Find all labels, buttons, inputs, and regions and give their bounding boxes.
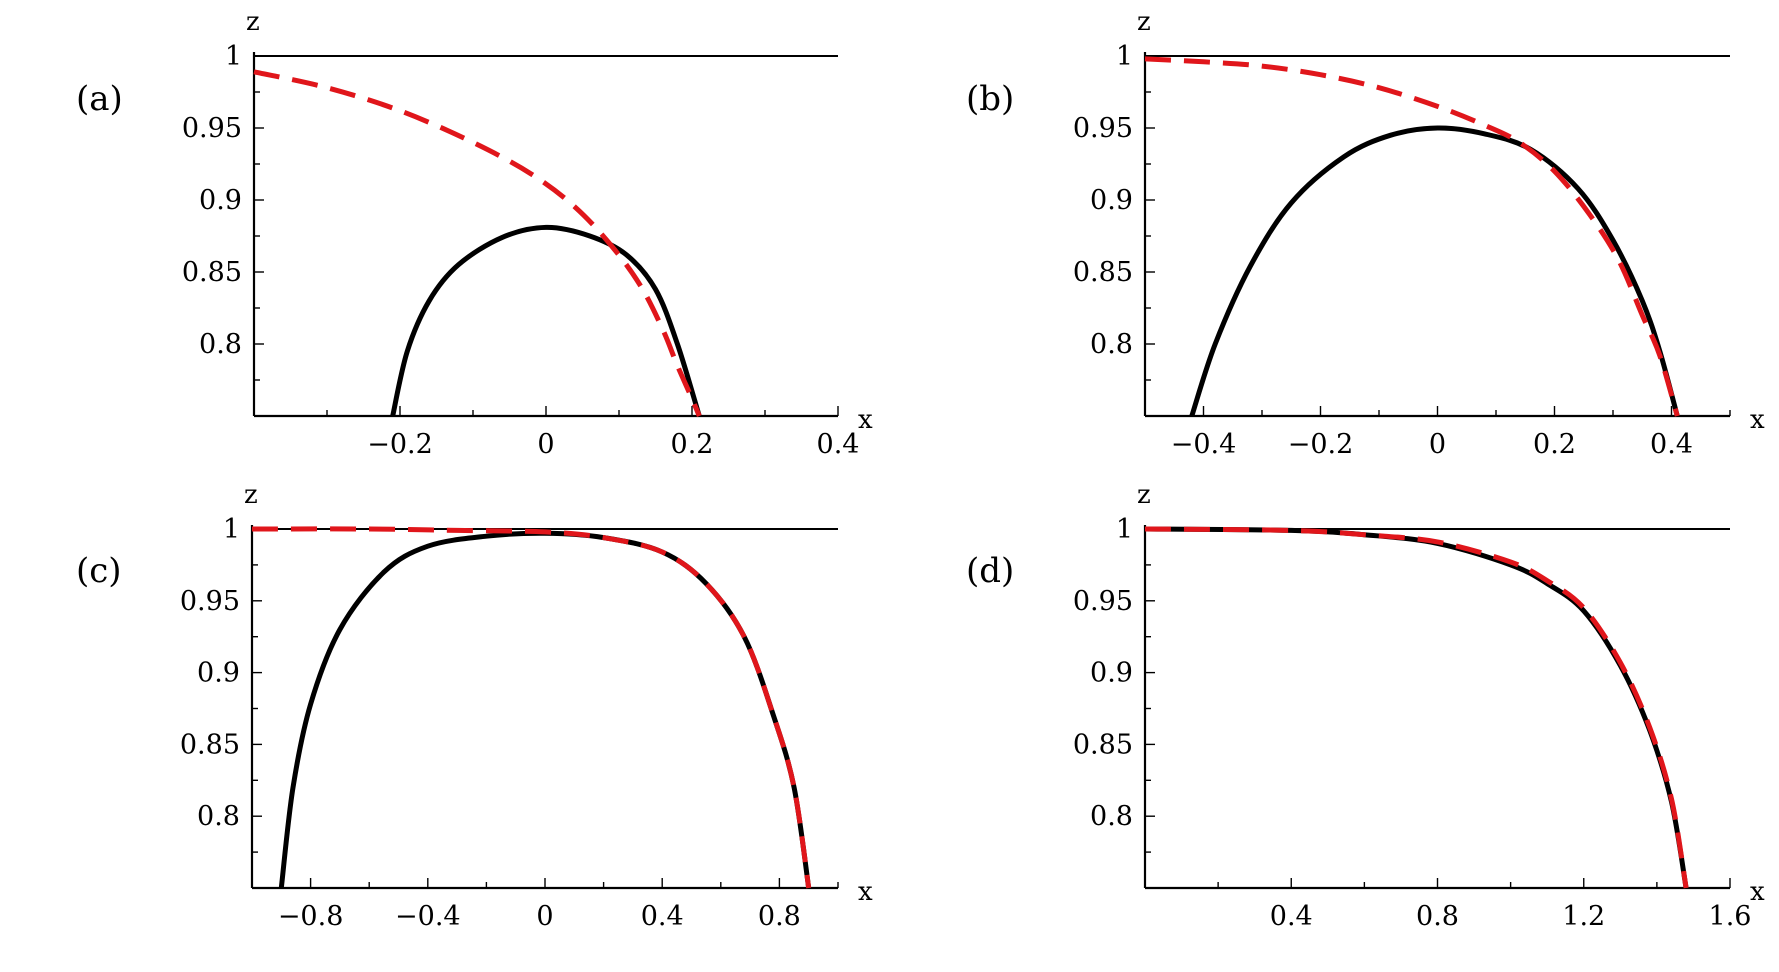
dashed-red-curve	[1144, 526, 1689, 889]
y-tick-label: 0.95	[182, 113, 242, 144]
x-tick-label: 0.8	[758, 901, 801, 932]
y-tick-label: 0.9	[1090, 658, 1133, 689]
y-tick-label: 1	[223, 514, 240, 545]
y-tick-label: 0.95	[1073, 113, 1133, 144]
panel-label: (a)	[76, 79, 123, 119]
z-axis-label: z	[1137, 7, 1151, 37]
y-tick-label: 0.8	[1090, 329, 1133, 360]
x-axis-label: x	[1750, 877, 1765, 907]
chart-panel-1: −0.2 0 0.2 0.4 0.8 0.85 0.9 0.95 1 x z (a)	[76, 7, 873, 460]
solid-black-curve	[278, 530, 812, 889]
y-tick-label: 1	[225, 41, 242, 72]
y-tick-label: 0.85	[1073, 729, 1133, 760]
chart-panel-4: 0.4 0.8 1.2 1.6 0.8 0.85 0.9 0.95 1 x z (d)	[966, 480, 1765, 932]
y-tick-label: 0.95	[1073, 586, 1133, 617]
x-tick-label: 0	[537, 429, 554, 460]
x-tick-label: 0.4	[1650, 429, 1693, 460]
x-axis-label: x	[1750, 405, 1765, 435]
x-tick-label: 0.8	[1416, 901, 1459, 932]
y-tick-label: 0.8	[199, 329, 242, 360]
y-tick-label: 1	[1116, 514, 1133, 545]
solid-black-curve	[1144, 526, 1689, 889]
y-tick-label: 0.85	[180, 729, 240, 760]
x-axis-label: x	[858, 405, 873, 435]
y-tick-label: 0.9	[1090, 185, 1133, 216]
panel-label: (c)	[76, 551, 122, 591]
x-tick-label: −0.8	[278, 901, 344, 932]
z-axis-label: z	[244, 480, 258, 510]
solid-black-curve	[1189, 125, 1680, 417]
x-tick-label: −0.4	[1171, 429, 1237, 460]
x-tick-label: 0.4	[817, 429, 860, 460]
y-tick-label: 1	[1116, 41, 1133, 72]
y-tick-label: 0.85	[182, 257, 242, 288]
panel-label: (d)	[966, 551, 1014, 591]
y-tick-label: 0.8	[197, 801, 240, 832]
z-axis-label: z	[1137, 480, 1151, 510]
y-tick-label: 0.9	[199, 185, 242, 216]
x-tick-label: 1.6	[1709, 901, 1752, 932]
y-tick-label: 0.85	[1073, 257, 1133, 288]
x-tick-label: −0.2	[1288, 429, 1354, 460]
x-tick-label: 0	[536, 901, 553, 932]
dashed-red-curve	[1144, 56, 1680, 417]
x-tick-label: 0	[1429, 429, 1446, 460]
panel-label: (b)	[966, 79, 1014, 119]
x-tick-label: −0.4	[395, 901, 461, 932]
dashed-red-curve	[253, 69, 702, 417]
x-tick-label: −0.2	[367, 429, 433, 460]
y-tick-label: 0.95	[180, 586, 240, 617]
x-tick-label: 0.4	[1270, 901, 1313, 932]
chart-panel-3: −0.8 −0.4 0 0.4 0.8 0.8 0.85 0.9 0.95 1 x z (c)	[76, 480, 873, 932]
x-axis-label: x	[858, 877, 873, 907]
y-tick-label: 0.8	[1090, 801, 1133, 832]
solid-black-curve	[390, 224, 702, 417]
y-tick-label: 0.9	[197, 658, 240, 689]
dashed-red-curve	[251, 526, 812, 889]
x-tick-label: 0.2	[671, 429, 714, 460]
z-axis-label: z	[246, 7, 260, 37]
x-tick-label: 0.4	[641, 901, 684, 932]
x-tick-label: 1.2	[1562, 901, 1605, 932]
x-tick-label: 0.2	[1533, 429, 1576, 460]
chart-panel-2: −0.4 −0.2 0 0.2 0.4 0.8 0.85 0.9 0.95 1 x z (b)	[966, 7, 1765, 460]
